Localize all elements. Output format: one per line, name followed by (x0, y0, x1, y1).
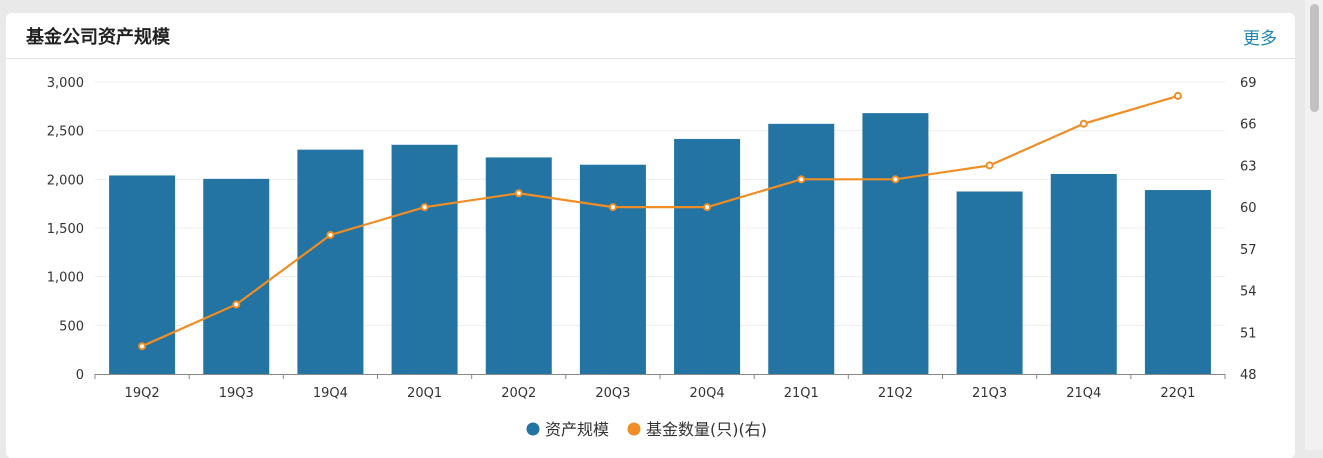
legend-label-line: 基金数量(只)(右) (646, 420, 767, 439)
bar (391, 144, 458, 374)
x-axis-tick-label: 20Q1 (407, 386, 442, 401)
bar (109, 175, 176, 374)
right-axis-tick-label: 66 (1240, 118, 1257, 133)
right-axis-tick-label: 60 (1240, 201, 1257, 216)
x-axis-tick-label: 22Q1 (1160, 386, 1195, 401)
line-point (608, 203, 617, 212)
line-point (1079, 119, 1088, 128)
x-axis-tick-label: 19Q3 (219, 386, 254, 401)
legend-label-bar: 资产规模 (545, 420, 609, 439)
x-axis-tick-label: 20Q4 (690, 386, 725, 401)
card-title: 基金公司资产规模 (26, 27, 170, 48)
line-path (141, 94, 1179, 348)
line-point (514, 189, 523, 198)
left-axis-tick-label: 0 (76, 368, 84, 383)
bar (203, 178, 270, 374)
scrollbar-thumb[interactable] (1310, 4, 1319, 112)
left-axis-tick-label: 2,500 (47, 125, 84, 140)
bar (1050, 173, 1117, 374)
vertical-scrollbar[interactable] (1305, 0, 1323, 450)
left-axis-tick-label: 3,000 (47, 76, 84, 91)
bar-series (109, 113, 1211, 374)
line-point (326, 230, 335, 239)
x-axis-tick-label: 21Q4 (1066, 386, 1101, 401)
left-axis-tick-label: 1,500 (47, 222, 84, 237)
axes: 0 500 1,000 1,500 2,000 2,500 3,000 48 51 54 57 60 6… (47, 76, 1257, 401)
left-axis-tick-label: 500 (59, 319, 84, 334)
asset-scale-chart: 0 500 1,000 1,500 2,000 2,500 3,000 48 51 54 57 60 6… (47, 76, 1257, 439)
x-axis-tick-label: 20Q2 (501, 386, 536, 401)
x-axis-tick-label: 21Q2 (878, 386, 913, 401)
right-axis-tick-label: 57 (1240, 243, 1257, 258)
card-header: 基金公司资产规模 更多 (6, 13, 1295, 59)
x-axis-tick-label: 20Q3 (595, 386, 630, 401)
line-point (985, 161, 994, 170)
x-axis-tick-label: 19Q4 (313, 386, 348, 401)
line-point (138, 342, 147, 351)
x-axis-tick-label: 21Q1 (784, 386, 819, 401)
x-axis-tick-label: 21Q3 (972, 386, 1007, 401)
bar (1144, 190, 1211, 374)
bar (297, 149, 364, 374)
left-axis-tick-label: 1,000 (47, 271, 84, 286)
line-series (138, 91, 1182, 351)
left-axis-tick-label: 2,000 (47, 173, 84, 188)
legend-marker-line (627, 422, 641, 436)
grid-lines (95, 81, 1225, 326)
line-point (703, 203, 712, 212)
right-axis-tick-label: 54 (1240, 285, 1257, 300)
right-axis-tick-label: 51 (1240, 326, 1257, 341)
more-link[interactable]: 更多 (1243, 29, 1277, 49)
line-point (1173, 91, 1182, 100)
bar (768, 123, 835, 374)
right-axis-tick-label: 69 (1240, 76, 1257, 91)
line-point (891, 175, 900, 184)
line-point (232, 300, 241, 309)
right-axis-tick-label: 63 (1240, 159, 1257, 174)
line-point (797, 175, 806, 184)
line-point (420, 203, 429, 212)
bar (862, 113, 929, 374)
bar (956, 191, 1023, 374)
legend: 资产规模 基金数量(只)(右) (526, 420, 767, 439)
bar (674, 138, 741, 374)
x-axis-tick-label: 19Q2 (125, 386, 160, 401)
bar (579, 164, 646, 374)
right-axis-tick-label: 48 (1240, 368, 1257, 383)
legend-marker-bar (526, 422, 540, 436)
